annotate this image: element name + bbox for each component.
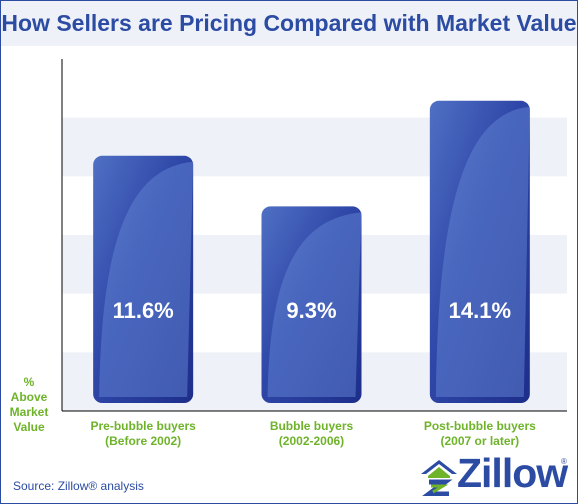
bar-highlight: [267, 212, 362, 397]
chart-title: How Sellers are Pricing Compared with Ma…: [1, 10, 577, 36]
y-axis-label-line: Value: [13, 420, 45, 434]
bar-highlight: [435, 106, 530, 398]
zillow-wordmark: Zillow: [457, 450, 568, 496]
x-tick-label: Bubble buyers: [270, 419, 354, 433]
bar-group: 9.3%: [261, 206, 362, 403]
source-note: Source: Zillow® analysis: [13, 479, 144, 493]
x-tick-label: (2007 or later): [440, 434, 519, 448]
bars: 11.6% 9.3% 14.1%: [93, 100, 530, 404]
x-tick-label: (2002-2006): [279, 434, 344, 448]
x-tick-labels: Pre-bubble buyers(Before 2002) Bubble buy…: [90, 419, 536, 448]
bar-value-label: 14.1%: [449, 298, 511, 323]
bar-value-label: 9.3%: [286, 298, 336, 323]
y-axis-label-line: Market: [10, 405, 49, 419]
bar-group: 14.1%: [429, 100, 530, 404]
registered-mark: ®: [561, 457, 567, 466]
title-bar: How Sellers are Pricing Compared with Ma…: [1, 1, 577, 46]
x-tick-label: Pre-bubble buyers: [90, 419, 196, 433]
x-tick-label: Post-bubble buyers: [424, 419, 536, 433]
y-axis-label-line: %: [24, 375, 35, 389]
house-icon: [421, 460, 457, 496]
x-tick-label: (Before 2002): [105, 434, 181, 448]
bar-group: 11.6%: [93, 155, 194, 403]
y-axis-label-line: Above: [11, 390, 48, 404]
bar-highlight: [99, 161, 194, 397]
zillow-logo: Zillow ®: [419, 450, 569, 500]
bar-value-label: 11.6%: [113, 298, 174, 323]
